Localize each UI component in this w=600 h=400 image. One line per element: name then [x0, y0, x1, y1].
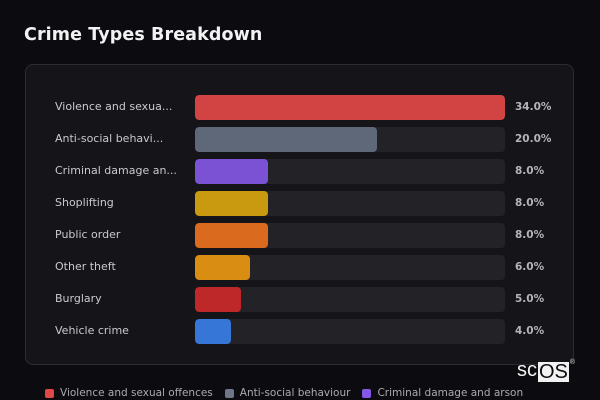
bar-row: Public order 8.0% [26, 223, 573, 249]
bar-fill [195, 191, 268, 216]
bar-value: 5.0% [515, 293, 545, 305]
bar-label: Burglary [55, 292, 102, 305]
bar-label: Public order [55, 228, 121, 241]
bar-value: 6.0% [515, 261, 545, 273]
watermark-boxed-text: OS [538, 361, 569, 383]
bar-track [195, 95, 505, 120]
bar-label: Anti-social behavi... [55, 132, 164, 145]
bar-track [195, 191, 505, 216]
legend-swatch-icon [224, 388, 234, 398]
legend-item[interactable]: Violence and sexual offences [45, 387, 213, 399]
bar-row: Violence and sexua... 34.0% [26, 95, 573, 121]
bar-value: 20.0% [515, 133, 552, 145]
bar-fill [195, 319, 232, 344]
bar-fill [195, 159, 268, 184]
watermark-text: sc [517, 359, 537, 381]
bar-fill [195, 287, 241, 312]
legend-swatch-icon [45, 388, 54, 398]
legend-item[interactable]: Criminal damage and arson [362, 387, 523, 399]
bar-value: 34.0% [515, 101, 552, 113]
legend-label: Anti-social behaviour [239, 387, 351, 399]
bar-fill [195, 255, 250, 280]
bar-value: 8.0% [515, 197, 545, 209]
registered-mark-icon: ® [569, 359, 576, 366]
bar-row: Shoplifting 8.0% [26, 191, 573, 217]
bar-track [195, 319, 505, 344]
bar-label: Violence and sexua... [55, 100, 173, 113]
bar-fill [195, 95, 505, 120]
bar-label: Criminal damage an... [55, 164, 177, 177]
bar-track [195, 159, 505, 184]
bar-row: Vehicle crime 4.0% [26, 319, 573, 345]
bar-fill [195, 223, 268, 248]
bar-fill [195, 127, 378, 152]
bar-value: 8.0% [515, 229, 545, 241]
bar-track [195, 255, 505, 280]
bar-value: 8.0% [515, 165, 545, 177]
bar-track [195, 223, 505, 248]
bar-label: Shoplifting [55, 196, 114, 209]
bar-label: Other theft [55, 260, 116, 273]
chart-title: Crime Types Breakdown [24, 25, 263, 45]
legend-label: Criminal damage and arson [377, 387, 524, 399]
watermark-logo: sc OS ® [517, 359, 575, 382]
legend-swatch-icon [362, 388, 372, 398]
chart-card: Violence and sexua... 34.0% Anti-social be… [25, 64, 574, 365]
legend: Violence and sexual offences Anti-social … [45, 387, 535, 399]
bar-value: 4.0% [515, 325, 545, 337]
bar-track [195, 127, 505, 152]
bar-label: Vehicle crime [55, 324, 129, 337]
legend-item[interactable]: Anti-social behaviour [224, 387, 351, 399]
bar-track [195, 287, 505, 312]
bar-row: Other theft 6.0% [26, 255, 573, 281]
bar-row: Anti-social behavi... 20.0% [26, 127, 573, 153]
bar-row: Criminal damage an... 8.0% [26, 159, 573, 185]
legend-label: Violence and sexual offences [60, 387, 213, 399]
bar-row: Burglary 5.0% [26, 287, 573, 313]
